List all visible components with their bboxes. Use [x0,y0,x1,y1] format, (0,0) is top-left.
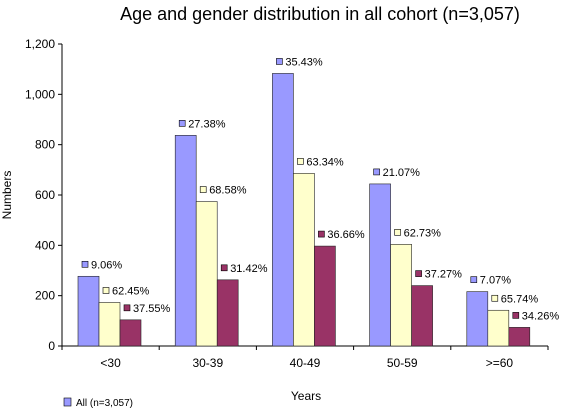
chart-title: Age and gender distribution in all cohor… [120,4,520,24]
data-label: 62.73% [404,227,442,239]
data-label: 65.74% [501,293,539,305]
legend: All (n=3,057) [63,397,133,409]
bar-s2-5059 [411,285,433,347]
bar-s0-5059 [369,183,391,347]
data-label-marker [470,276,478,283]
bar-s1-3039 [195,201,218,347]
x-ticks: <30 30-39 40-49 50-59 >=60 [61,346,549,370]
bars [77,73,531,347]
x-tick-label: >=60 [486,356,514,370]
bar-s0-30 [77,275,100,347]
bar-s1-5059 [390,244,412,347]
bar-s2-3039 [216,279,239,347]
y-tick-label: 0 [48,339,55,353]
data-label-marker [512,312,520,319]
data-label: 34.26% [522,310,560,322]
data-label: 63.34% [306,156,344,168]
data-label: 68.58% [209,185,247,197]
x-tick-label: 50-59 [387,356,418,370]
y-tick-label: 600 [35,188,55,202]
data-label: 35.43% [285,56,323,68]
y-ticks: 0 200 400 600 800 1,000 1,200 [25,37,62,353]
data-label-marker [318,230,325,238]
x-tick-label: <30 [100,356,121,370]
legend-swatch-all [63,397,72,407]
y-tick-label: 1,200 [25,37,55,51]
data-label-marker [199,186,207,193]
data-label-marker [81,260,89,268]
data-label-marker [373,168,380,176]
bar-s2-60 [508,327,531,347]
data-label-marker [394,229,401,236]
y-tick-label: 200 [35,289,55,303]
data-label: 36.66% [327,229,365,241]
data-label-marker [220,264,228,272]
data-label: 21.07% [383,167,421,179]
data-label-marker [102,287,110,294]
data-label: 37.55% [133,303,171,315]
bar-s2-30 [119,319,142,347]
bar-s0-3039 [174,135,197,347]
x-tick-label: 40-49 [290,356,321,370]
data-label-marker [415,270,422,277]
y-axis-title: Numbers [0,171,14,220]
data-label: 7.07% [480,275,511,287]
x-axis-title: Years [291,389,321,403]
data-label-marker [491,294,499,302]
data-label: 27.38% [188,118,226,130]
data-label: 62.45% [112,285,150,297]
y-tick-label: 1,000 [25,87,55,101]
legend-label-all: All (n=3,057) [76,398,133,409]
x-tick-label: 30-39 [192,356,223,370]
data-labels: 9.06% 27.38% 35.43% 21.07% 7.07% 62.45% 68.58%… [81,56,560,322]
y-tick-label: 800 [35,138,55,152]
bar-s1-60 [487,309,510,347]
bar-s0-60 [466,291,489,347]
data-label: 37.27% [425,269,463,281]
bar-s1-30 [98,302,121,347]
data-label-marker [178,120,186,127]
bar-s0-4049 [272,73,294,347]
data-label: 9.06% [91,259,122,271]
bar-s2-4049 [314,245,336,347]
data-label-marker [123,304,131,312]
data-label: 31.42% [230,263,268,275]
bar-s1-4049 [293,173,315,347]
data-label-marker [276,58,283,65]
y-tick-label: 400 [35,238,55,252]
data-label-marker [297,158,304,165]
